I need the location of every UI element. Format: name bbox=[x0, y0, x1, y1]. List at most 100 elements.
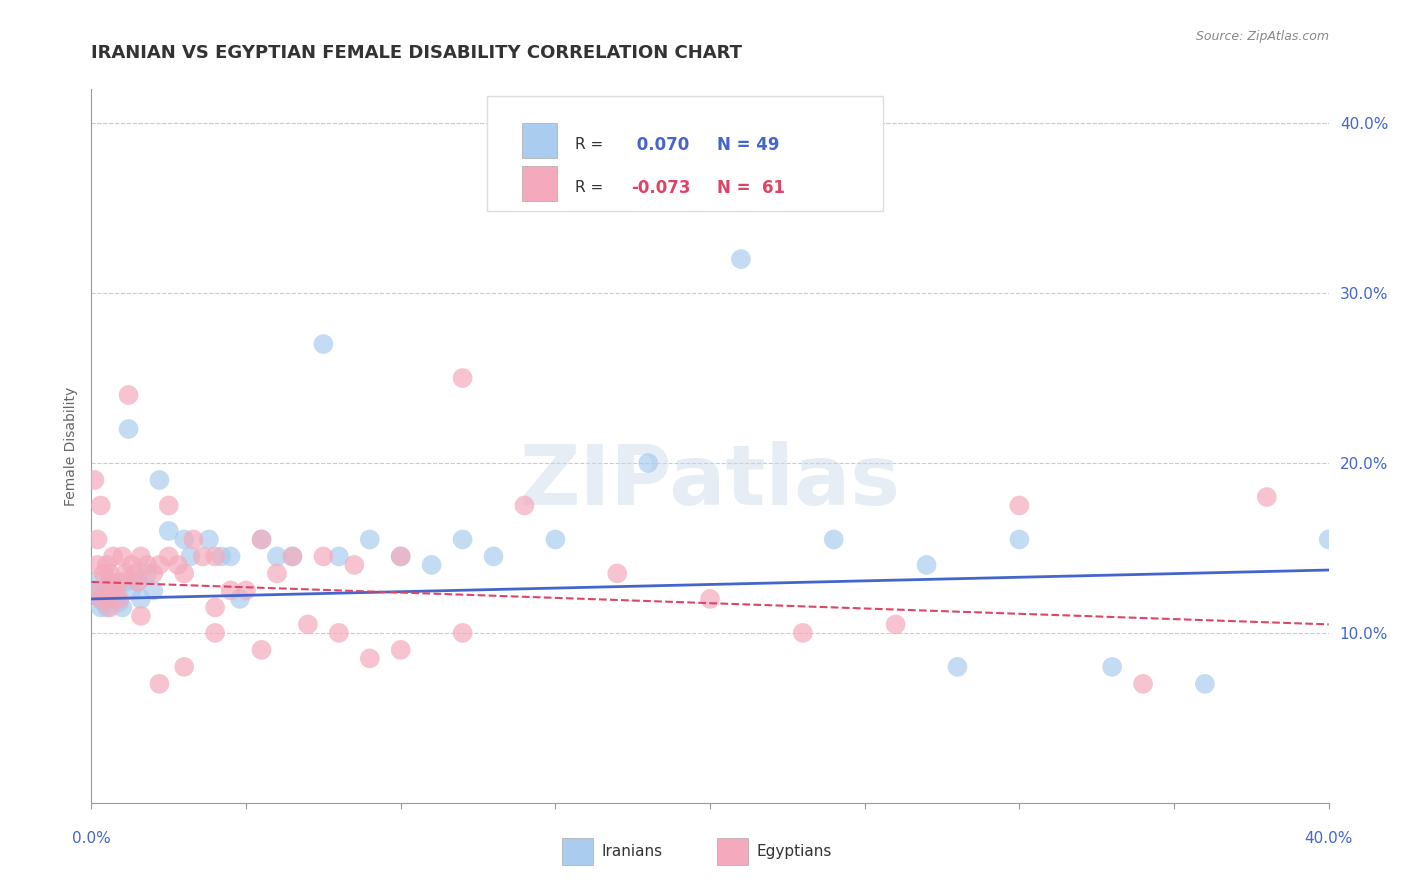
Point bbox=[86, 558, 108, 572]
Point bbox=[389, 643, 412, 657]
Point bbox=[229, 591, 252, 606]
FancyBboxPatch shape bbox=[522, 123, 557, 158]
Point bbox=[98, 566, 121, 581]
Point bbox=[167, 558, 190, 572]
Point bbox=[606, 566, 628, 581]
Text: R =: R = bbox=[575, 137, 603, 153]
Point bbox=[157, 499, 180, 513]
Point bbox=[312, 337, 335, 351]
Point bbox=[173, 660, 195, 674]
Point bbox=[1317, 533, 1340, 547]
Point bbox=[544, 533, 567, 547]
Point bbox=[96, 558, 118, 572]
Point bbox=[198, 533, 221, 547]
Text: IRANIAN VS EGYPTIAN FEMALE DISABILITY CORRELATION CHART: IRANIAN VS EGYPTIAN FEMALE DISABILITY CO… bbox=[91, 44, 742, 62]
Point bbox=[204, 626, 226, 640]
Point bbox=[90, 499, 112, 513]
Point bbox=[148, 473, 170, 487]
Point bbox=[157, 549, 180, 564]
Point bbox=[121, 583, 143, 598]
Text: -0.073: -0.073 bbox=[631, 178, 690, 196]
Point bbox=[96, 583, 118, 598]
Point bbox=[108, 574, 131, 589]
Point bbox=[105, 591, 128, 606]
Point bbox=[93, 595, 115, 609]
Point bbox=[699, 591, 721, 606]
Point bbox=[250, 533, 273, 547]
Point bbox=[281, 549, 304, 564]
Text: 40.0%: 40.0% bbox=[1305, 831, 1353, 846]
Point bbox=[281, 549, 304, 564]
Point bbox=[114, 574, 136, 589]
Point bbox=[250, 533, 273, 547]
Point bbox=[105, 583, 128, 598]
Point bbox=[111, 600, 134, 615]
Point bbox=[343, 558, 366, 572]
Point bbox=[946, 660, 969, 674]
Point bbox=[93, 589, 115, 603]
Point bbox=[96, 600, 118, 615]
Point bbox=[1194, 677, 1216, 691]
Point bbox=[359, 651, 381, 665]
Y-axis label: Female Disability: Female Disability bbox=[63, 386, 77, 506]
Point bbox=[451, 371, 474, 385]
Point bbox=[915, 558, 938, 572]
Point bbox=[83, 583, 105, 598]
Point bbox=[209, 549, 232, 564]
Point bbox=[148, 558, 170, 572]
Point bbox=[359, 533, 381, 547]
Point bbox=[266, 549, 288, 564]
Text: Iranians: Iranians bbox=[602, 845, 662, 859]
Point bbox=[451, 533, 474, 547]
Point bbox=[90, 591, 112, 606]
Point bbox=[637, 456, 659, 470]
Point bbox=[90, 591, 112, 606]
Point bbox=[142, 583, 165, 598]
Point bbox=[173, 566, 195, 581]
Point bbox=[191, 549, 214, 564]
FancyBboxPatch shape bbox=[488, 96, 883, 211]
Point bbox=[204, 600, 226, 615]
Point bbox=[884, 617, 907, 632]
Point bbox=[93, 566, 115, 581]
Point bbox=[108, 595, 131, 609]
Point bbox=[250, 643, 273, 657]
Point bbox=[86, 574, 108, 589]
Point bbox=[219, 583, 242, 598]
Point bbox=[183, 533, 205, 547]
Point bbox=[90, 583, 112, 598]
Point bbox=[266, 566, 288, 581]
Point bbox=[129, 591, 152, 606]
Point bbox=[823, 533, 845, 547]
FancyBboxPatch shape bbox=[522, 166, 557, 201]
Point bbox=[420, 558, 443, 572]
Text: Egyptians: Egyptians bbox=[756, 845, 832, 859]
Point bbox=[83, 473, 105, 487]
Text: N =  61: N = 61 bbox=[717, 178, 786, 196]
Text: ZIPatlas: ZIPatlas bbox=[520, 442, 900, 522]
Text: N = 49: N = 49 bbox=[717, 136, 780, 153]
Point bbox=[204, 549, 226, 564]
Point bbox=[328, 549, 350, 564]
Point bbox=[1132, 677, 1154, 691]
Point bbox=[312, 549, 335, 564]
Point bbox=[1256, 490, 1278, 504]
Text: R =: R = bbox=[575, 180, 603, 195]
Point bbox=[157, 524, 180, 538]
Point bbox=[114, 566, 136, 581]
Point bbox=[513, 499, 536, 513]
Point bbox=[101, 583, 124, 598]
Point bbox=[117, 388, 139, 402]
Text: 0.070: 0.070 bbox=[631, 136, 689, 153]
Point bbox=[127, 574, 149, 589]
Point bbox=[179, 549, 201, 564]
Point bbox=[111, 549, 134, 564]
Point bbox=[98, 600, 121, 615]
Point bbox=[98, 591, 121, 606]
Point bbox=[389, 549, 412, 564]
Point bbox=[129, 549, 152, 564]
Point bbox=[730, 252, 752, 266]
Point bbox=[136, 558, 159, 572]
Point bbox=[121, 558, 143, 572]
Point bbox=[389, 549, 412, 564]
